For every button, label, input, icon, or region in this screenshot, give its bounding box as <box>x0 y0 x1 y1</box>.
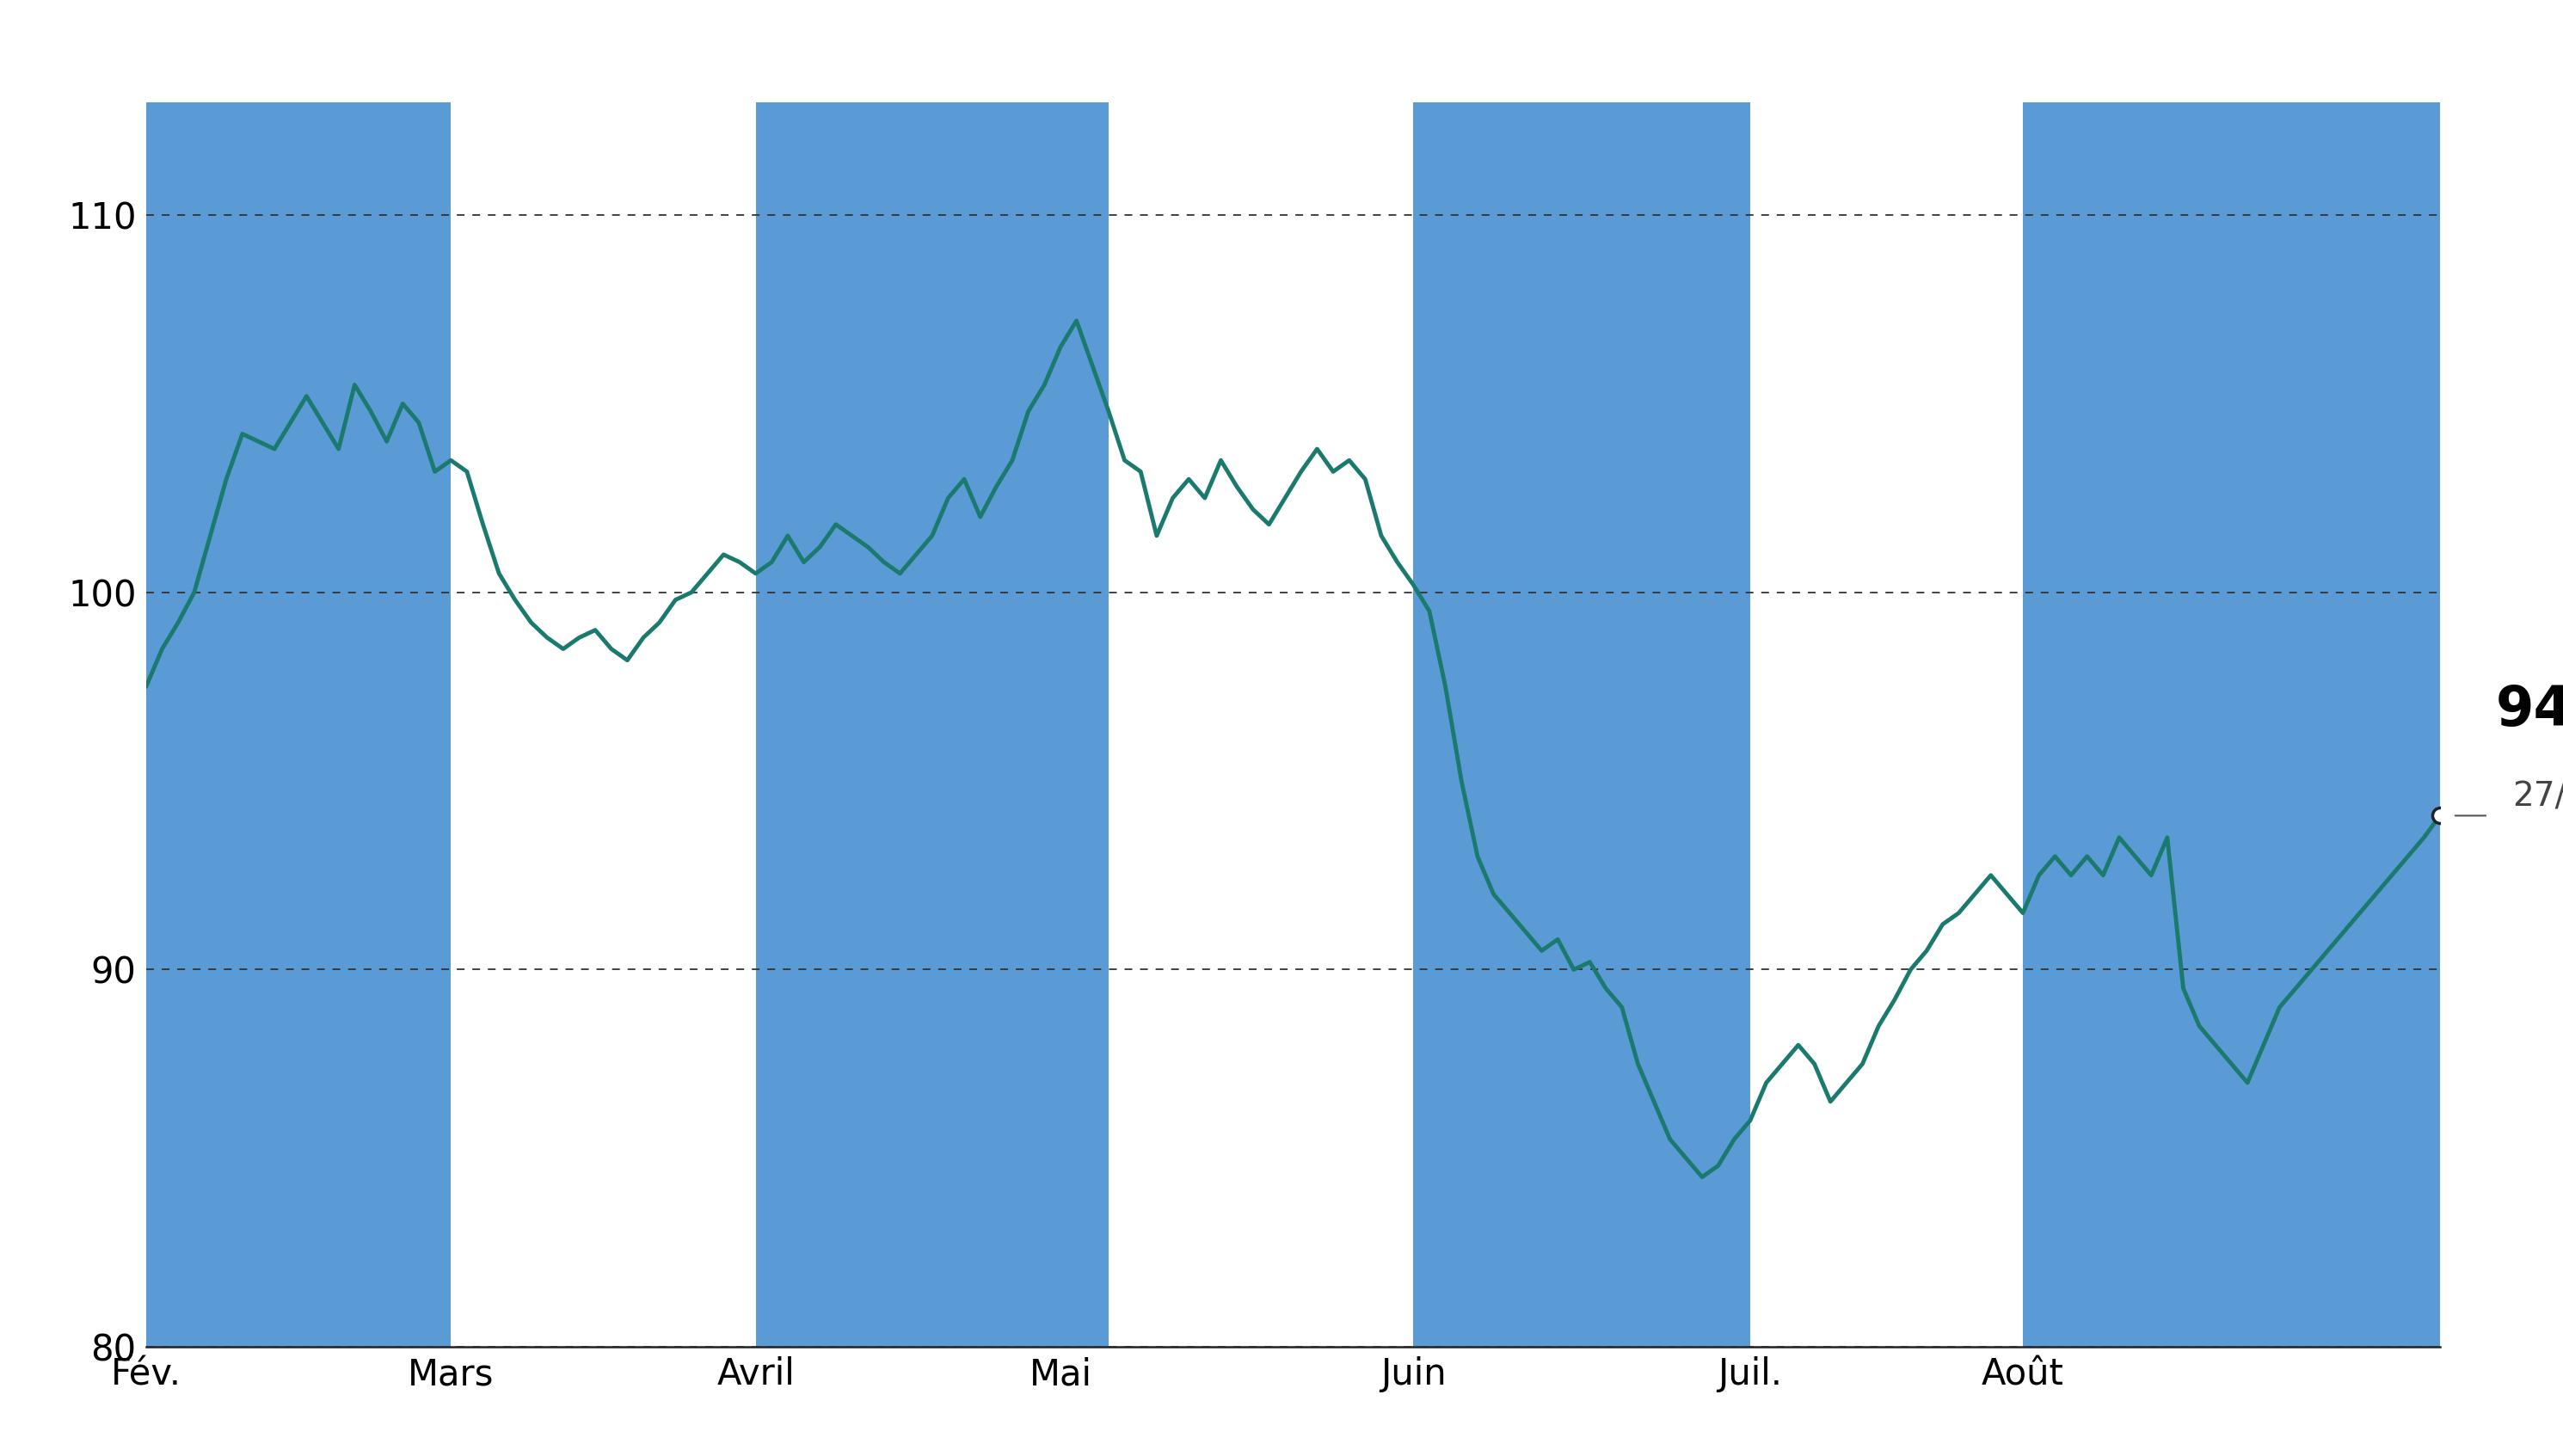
Bar <box>146 102 451 1347</box>
Bar <box>756 102 1110 1347</box>
Text: EIFFAGE: EIFFAGE <box>1123 16 1440 83</box>
Text: 27/08: 27/08 <box>2512 780 2563 812</box>
Bar <box>2022 102 2440 1347</box>
Bar <box>1412 102 1751 1347</box>
Text: 94,08: 94,08 <box>2496 683 2563 737</box>
